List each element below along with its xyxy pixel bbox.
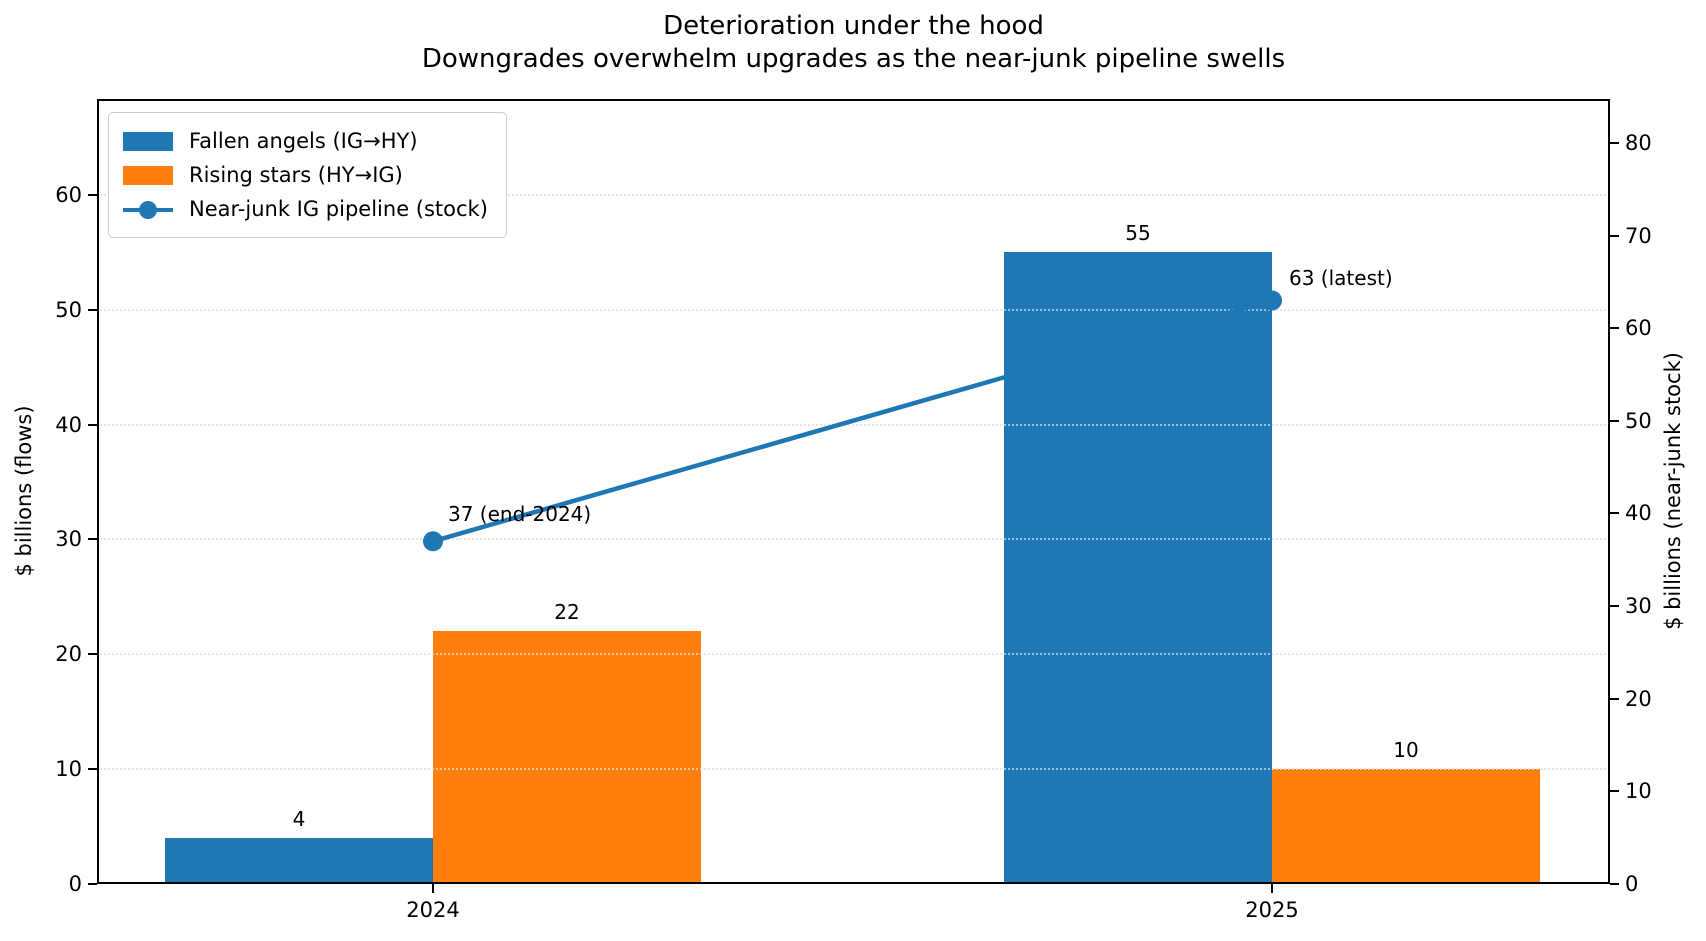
grid-line-overlay — [97, 653, 1610, 656]
x-tick-mark — [432, 884, 434, 893]
right-tick-label: 50 — [1625, 408, 1652, 433]
bar-rising-stars-2025 — [1272, 769, 1540, 884]
legend-entry-label: Fallen angels (IG→HY) — [189, 129, 418, 153]
chart-title-line1: Deterioration under the hood — [663, 11, 1044, 41]
right-tick-mark — [1610, 512, 1619, 515]
legend-swatch-fallen-angels — [123, 131, 173, 151]
right-tick-label: 0 — [1625, 872, 1639, 896]
grid-line-overlay — [97, 308, 1610, 311]
x-tick-label: 2024 — [406, 898, 460, 922]
left-tick-mark — [88, 193, 97, 196]
left-tick-mark — [88, 308, 97, 311]
bars-layer — [97, 99, 1610, 884]
chart-title: Deterioration under the hood Downgrades … — [97, 10, 1610, 76]
gridlines-over — [97, 99, 1610, 884]
left-tick-label: 50 — [55, 297, 82, 322]
left-tick-mark — [88, 423, 97, 426]
right-tick-label: 10 — [1625, 779, 1652, 804]
near-junk-pipeline-line — [432, 298, 1273, 544]
grid-line-overlay — [97, 768, 1610, 771]
legend-line-sample-marker — [139, 200, 157, 219]
right-tick-label: 70 — [1625, 223, 1652, 248]
left-tick-mark — [88, 538, 97, 541]
right-tick-mark — [1610, 419, 1619, 422]
line-point-annotation: 37 (end-2024) — [448, 502, 592, 527]
left-tick-label: 60 — [55, 182, 82, 207]
line-series-layer — [423, 290, 1282, 552]
legend-entry-label: Rising stars (HY→IG) — [189, 163, 403, 187]
right-tick-mark — [1610, 234, 1619, 237]
bar-value-label: 22 — [554, 600, 580, 625]
right-axis-label: $ billions (near-junk stock) — [1661, 352, 1685, 630]
bar-value-label: 10 — [1393, 738, 1419, 763]
data-labels-layer: 4 55 22 10 37 (end-2024) 63 (latest) — [97, 99, 1610, 884]
bar-value-label: 55 — [1125, 221, 1151, 246]
left-tick-mark — [88, 883, 97, 885]
left-tick-mark — [88, 768, 97, 771]
left-tick-label: 40 — [55, 412, 82, 437]
bar-rising-stars-2024 — [433, 631, 701, 884]
legend-row-3: Near-junk IG pipeline (stock) — [123, 192, 488, 226]
line-marker-2025 — [1262, 290, 1282, 311]
legend: Fallen angels (IG→HY) Rising stars (HY→IG… — [108, 112, 507, 238]
line-point-annotation: 63 (latest) — [1289, 266, 1393, 291]
grid-line-overlay — [97, 538, 1610, 541]
left-tick-label: 20 — [55, 642, 82, 667]
right-tick-label: 60 — [1625, 316, 1652, 341]
line-marker-2024 — [423, 531, 443, 552]
right-tick-mark — [1610, 141, 1619, 144]
right-tick-label: 80 — [1625, 130, 1652, 155]
grid-line-overlay — [97, 423, 1610, 426]
right-tick-label: 20 — [1625, 686, 1652, 711]
legend-row-1: Fallen angels (IG→HY) — [123, 124, 488, 158]
legend-swatch-rising-stars — [123, 165, 173, 185]
legend-row-2: Rising stars (HY→IG) — [123, 158, 488, 192]
right-tick-mark — [1610, 605, 1619, 608]
grid-line-overlay — [97, 193, 1610, 196]
left-tick-label: 0 — [68, 872, 82, 896]
left-tick-label: 10 — [55, 757, 82, 782]
legend-entry-label: Near-junk IG pipeline (stock) — [189, 197, 488, 221]
chart-title-line2: Downgrades overwhelm upgrades as the nea… — [421, 44, 1286, 74]
legend-line-sample — [123, 200, 173, 219]
left-tick-label: 30 — [55, 527, 82, 552]
bar-fallen-angels-2025 — [1004, 252, 1272, 884]
right-tick-mark — [1610, 883, 1619, 885]
right-tick-mark — [1610, 790, 1619, 793]
bar-value-label: 4 — [292, 807, 306, 832]
x-tick-label: 2025 — [1245, 898, 1299, 922]
right-tick-mark — [1610, 327, 1619, 330]
x-tick-mark — [1271, 884, 1273, 893]
bar-fallen-angels-2024 — [165, 838, 433, 884]
right-tick-label: 30 — [1625, 594, 1652, 619]
left-tick-mark — [88, 653, 97, 656]
right-tick-label: 40 — [1625, 501, 1652, 526]
right-tick-mark — [1610, 697, 1619, 700]
